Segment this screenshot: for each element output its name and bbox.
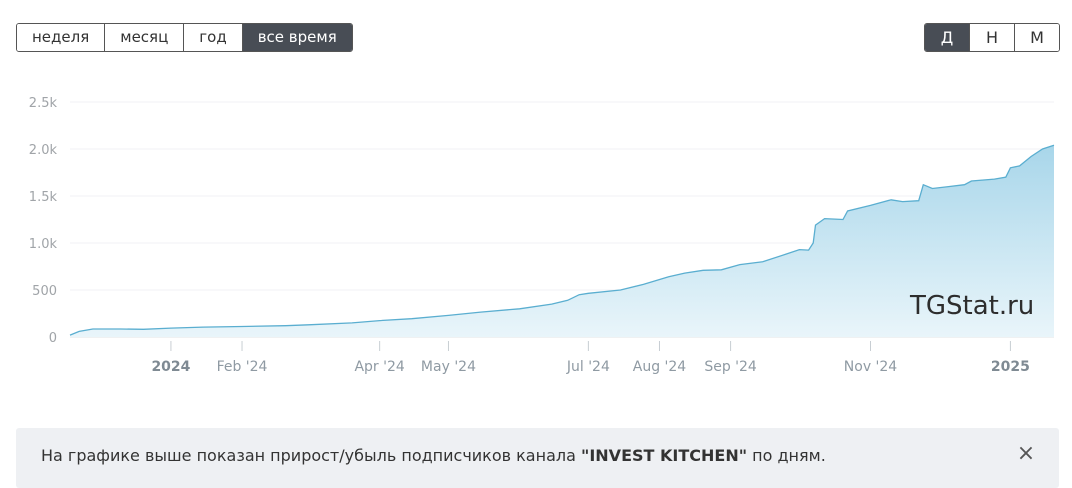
x-tick-label: 2025 [991,359,1030,375]
y-tick-label: 500 [32,284,57,299]
y-tick-label: 2.5k [29,96,58,111]
y-axis: 0 500 1.0k 1.5k 2.0k 2.5k [29,96,58,346]
channel-name: "INVEST KITCHEN" [581,446,748,465]
granularity-week-button[interactable]: Н [970,24,1015,51]
period-all-time-button[interactable]: все время [242,24,352,51]
subscribers-area [70,145,1054,337]
x-tick-label: May '24 [421,359,476,375]
info-notice: На графике выше показан прирост/убыль по… [16,428,1059,488]
period-range-selector: неделя месяц год все время [16,23,353,52]
x-tick-label: Feb '24 [217,359,268,375]
subscribers-line [69,144,1055,336]
info-text: На графике выше показан прирост/убыль по… [41,446,826,465]
x-tick-label: Nov '24 [844,359,898,375]
y-tick-label: 0 [49,331,57,346]
period-year-button[interactable]: год [184,24,243,51]
x-tick-label: Apr '24 [354,359,404,375]
x-tick-label: Sep '24 [704,359,757,375]
info-prefix: На графике выше показан прирост/убыль по… [41,446,581,465]
period-week-button[interactable]: неделя [17,24,106,51]
close-icon[interactable]: × [1016,441,1036,466]
x-tick-label: Jul '24 [566,359,610,375]
y-tick-label: 1.0k [29,237,58,252]
granularity-day-button[interactable]: Д [925,24,970,51]
tgstat-watermark: TGStat.ru [909,291,1034,321]
y-tick-label: 2.0k [29,143,58,158]
x-axis: 2024 Feb '24 Apr '24 May '24 Jul '24 Aug '24 S… [151,341,1030,375]
granularity-selector: Д Н М [924,23,1060,52]
x-tick-label: Aug '24 [633,359,687,375]
info-suffix: по дням. [747,446,826,465]
period-month-button[interactable]: месяц [105,24,185,51]
x-tick-label: 2024 [151,359,190,375]
y-tick-label: 1.5k [29,190,58,205]
subscribers-growth-chart: 0 500 1.0k 1.5k 2.0k 2.5k 2024 Feb '24 Apr '24 M… [29,96,1055,375]
granularity-month-button[interactable]: М [1015,24,1059,51]
